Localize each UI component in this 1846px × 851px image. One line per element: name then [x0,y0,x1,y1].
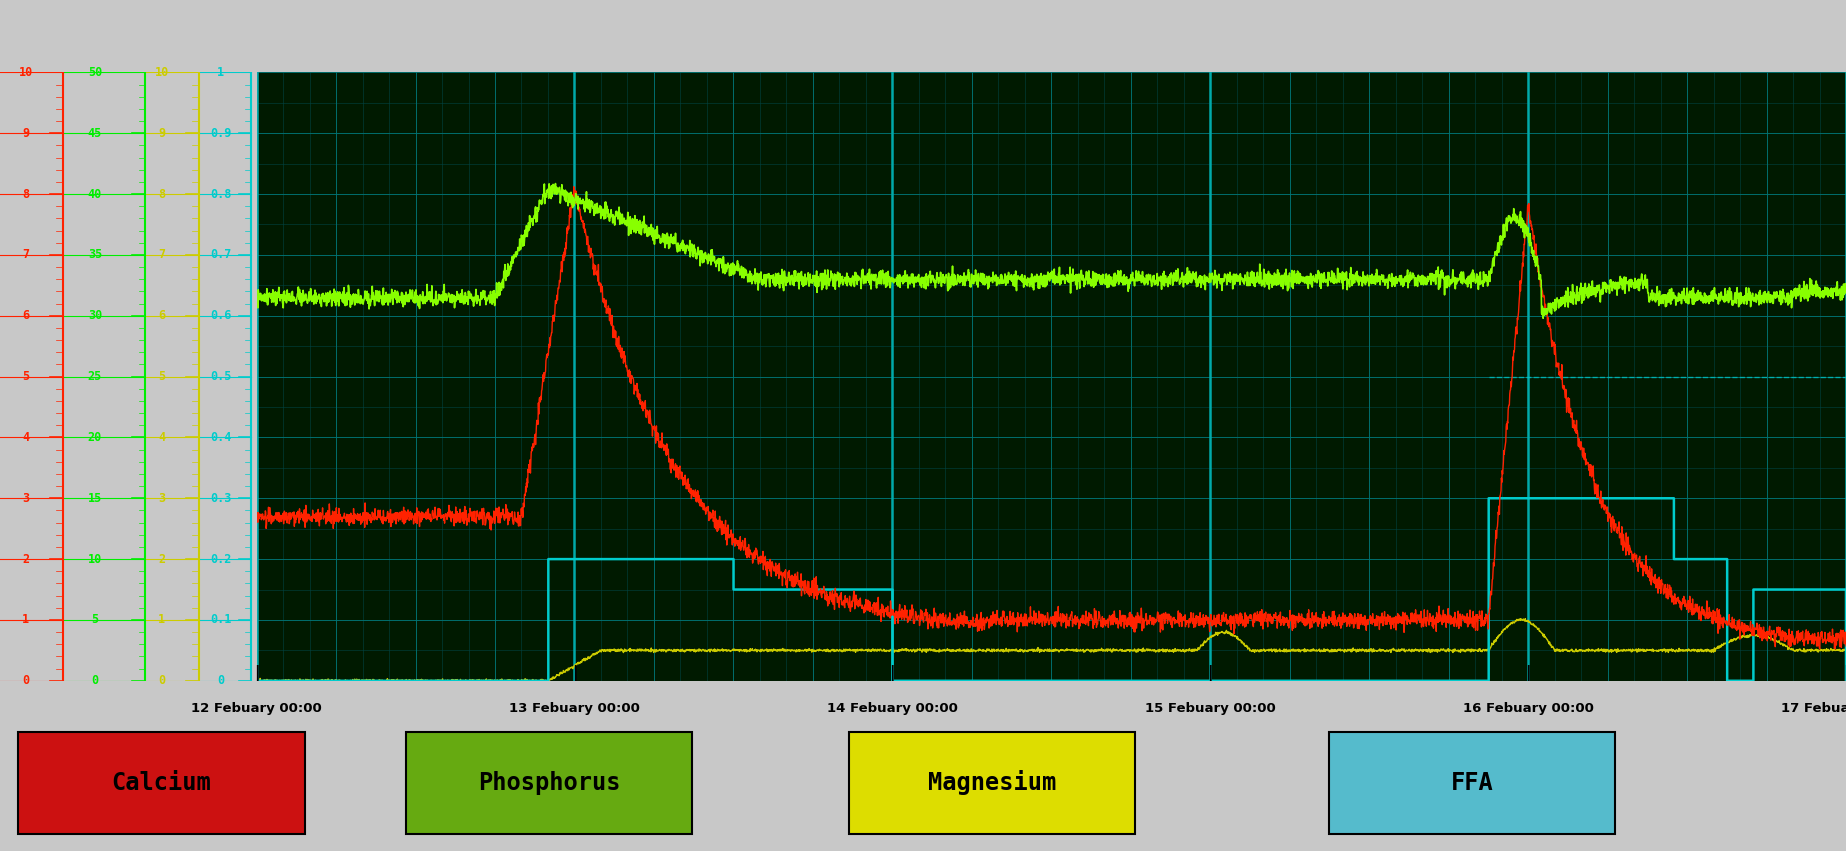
Text: Phosphorus: Phosphorus [478,771,620,795]
Text: 2: 2 [22,552,30,566]
Text: 12 Febuary 00:00: 12 Febuary 00:00 [192,702,321,715]
Text: 17 Febuary 00:00: 17 Febuary 00:00 [1781,702,1846,715]
Text: 7: 7 [159,248,164,261]
Text: 1: 1 [159,614,164,626]
Text: |: | [253,665,260,681]
Text: 3: 3 [22,492,30,505]
Text: 5: 5 [22,370,30,383]
Text: 6: 6 [159,309,164,323]
Text: 9: 9 [159,127,164,140]
Text: 45: 45 [89,127,102,140]
Text: 2: 2 [159,552,164,566]
Text: 0: 0 [218,674,223,688]
Text: 20: 20 [89,431,102,444]
Text: 35: 35 [89,248,102,261]
Text: 8: 8 [159,187,164,201]
Text: 0.2: 0.2 [210,552,231,566]
Text: 0.7: 0.7 [210,248,231,261]
Text: 30: 30 [89,309,102,323]
Text: 4: 4 [22,431,30,444]
Text: 0: 0 [22,674,30,688]
Text: 8: 8 [22,187,30,201]
Text: 7: 7 [22,248,30,261]
Text: 0.3: 0.3 [210,492,231,505]
Text: 1: 1 [22,614,30,626]
Text: 15: 15 [89,492,102,505]
Text: 40: 40 [89,187,102,201]
Text: 14 Febuary 00:00: 14 Febuary 00:00 [827,702,958,715]
Text: 16 Febuary 00:00: 16 Febuary 00:00 [1462,702,1593,715]
Text: FFA: FFA [1451,771,1493,795]
Text: 5: 5 [159,370,164,383]
Text: 15 Febuary 00:00: 15 Febuary 00:00 [1145,702,1276,715]
Text: |: | [1525,665,1530,681]
Text: 10: 10 [155,66,168,79]
Text: 6: 6 [22,309,30,323]
Text: 3: 3 [159,492,164,505]
Text: 10: 10 [89,552,102,566]
Text: 25: 25 [89,370,102,383]
Text: Calcium: Calcium [111,771,212,795]
Text: 4: 4 [159,431,164,444]
Text: 0.8: 0.8 [210,187,231,201]
Text: |: | [572,665,578,681]
Text: Magnesium: Magnesium [929,770,1056,796]
Text: 13 Febuary 00:00: 13 Febuary 00:00 [509,702,641,715]
Text: 0: 0 [159,674,164,688]
Text: 5: 5 [92,614,98,626]
Text: 0.5: 0.5 [210,370,231,383]
Text: 0.4: 0.4 [210,431,231,444]
Text: |: | [890,665,895,681]
Text: |: | [1207,665,1213,681]
Text: 10: 10 [18,66,33,79]
Text: 0.9: 0.9 [210,127,231,140]
Text: 1: 1 [218,66,223,79]
Text: 0.6: 0.6 [210,309,231,323]
Text: 0.1: 0.1 [210,614,231,626]
Text: 50: 50 [89,66,102,79]
Text: |: | [1842,665,1846,681]
Text: 0: 0 [92,674,98,688]
Text: 9: 9 [22,127,30,140]
